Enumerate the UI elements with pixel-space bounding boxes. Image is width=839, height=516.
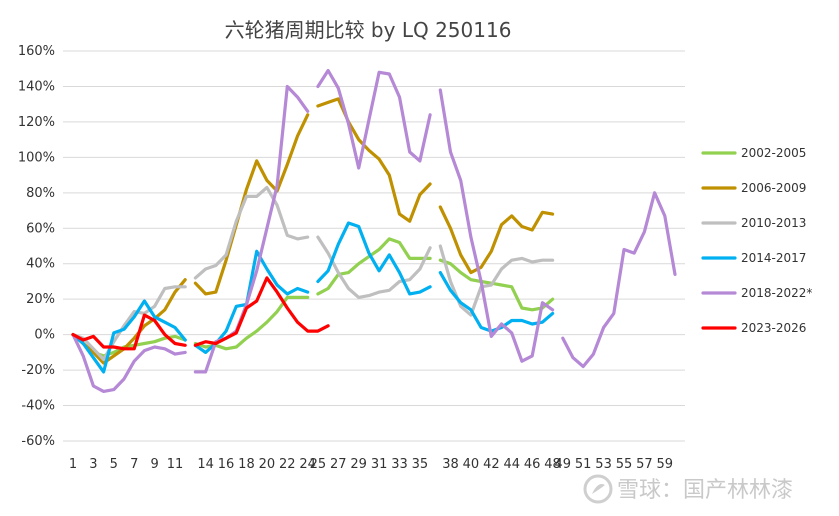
y-tick-label: 0% [34, 328, 55, 343]
x-tick-label: 1 [69, 457, 77, 472]
legend-item: 2006-2009 [701, 181, 806, 195]
series-2002-2005 [71, 237, 555, 358]
legend-item: 2023-2026 [701, 321, 806, 335]
x-tick-label: 27 [330, 457, 347, 472]
y-tick-label: -60% [21, 434, 55, 449]
y-tick-label: 60% [26, 221, 55, 236]
grid [63, 50, 685, 442]
series-line-segment [438, 205, 555, 275]
y-tick-label: 20% [26, 292, 55, 307]
legend-item: 2014-2017 [701, 251, 806, 265]
series-line-segment [316, 235, 432, 299]
legend-item: 2010-2013 [701, 216, 806, 230]
x-tick-label: 3 [89, 457, 97, 472]
series-line-segment [438, 258, 555, 312]
series-line-segment [316, 221, 432, 296]
series-line-segment [193, 113, 310, 296]
x-tick-label: 22 [279, 457, 296, 472]
legend-label: 2018-2022* [741, 286, 812, 300]
legend-label: 2014-2017 [741, 251, 806, 265]
watermark: 雪球：国产林林漆 [583, 474, 793, 504]
series-line-segment [316, 97, 432, 223]
x-tick-label: 24 [299, 457, 316, 472]
series-line-segment [193, 276, 330, 347]
x-tick-label: 57 [636, 457, 653, 472]
series-line-segment [561, 191, 677, 369]
series-2023-2026 [71, 276, 330, 351]
y-tick-label: 40% [26, 257, 55, 272]
x-tick-label: 25 [310, 457, 327, 472]
legend-label: 2023-2026 [741, 321, 806, 335]
x-tick-label: 49 [554, 457, 571, 472]
legend: 2002-2005 2006-2009 2010-2013 2014-2017 2018… [701, 146, 812, 335]
series-line-segment [193, 185, 310, 280]
x-tick-label: 53 [595, 457, 612, 472]
x-tick-label: 38 [442, 457, 459, 472]
x-tick-label: 18 [238, 457, 255, 472]
legend-item: 2002-2005 [701, 146, 806, 160]
x-tick-label: 40 [463, 457, 480, 472]
series-2018-2022* [71, 68, 677, 393]
x-tick-label: 20 [259, 457, 276, 472]
y-tick-label: 160% [18, 44, 55, 59]
x-tick-label: 46 [524, 457, 541, 472]
snowball-logo-icon [583, 474, 613, 504]
y-tick-label: 100% [18, 150, 55, 165]
series-line-segment [438, 244, 555, 317]
legend-label: 2002-2005 [741, 146, 806, 160]
legend-label: 2006-2009 [741, 181, 806, 195]
x-tick-label: 5 [110, 457, 118, 472]
series-line-segment [71, 333, 187, 393]
chart-title: 六轮猪周期比较 by LQ 250116 [225, 18, 512, 42]
y-tick-label: -20% [21, 363, 55, 378]
x-tick-label: 9 [150, 457, 158, 472]
x-tick-label: 31 [371, 457, 388, 472]
y-tick-label: -40% [21, 399, 55, 414]
x-tick-label: 33 [391, 457, 408, 472]
x-tick-label: 11 [167, 457, 184, 472]
y-tick-label: 140% [18, 79, 55, 94]
series-line-segment [71, 285, 187, 362]
x-tick-label: 55 [616, 457, 633, 472]
series-2006-2009 [71, 97, 555, 365]
series-line-segment [193, 84, 310, 374]
y-tick-label: 80% [26, 186, 55, 201]
x-tick-label: 44 [503, 457, 520, 472]
x-tick-label: 35 [412, 457, 429, 472]
x-tick-label: 42 [483, 457, 500, 472]
legend-item: 2018-2022* [701, 286, 812, 300]
series-line-segment [71, 313, 187, 351]
x-tick-label: 7 [130, 457, 138, 472]
x-tick-label: 29 [350, 457, 367, 472]
series-line-segment [71, 299, 187, 374]
series-line-segment [316, 237, 432, 296]
series-line-segment [71, 278, 187, 365]
x-tick-label: 59 [657, 457, 674, 472]
x-tick-label: 14 [197, 457, 214, 472]
y-tick-label: 120% [18, 115, 55, 130]
x-tick-label: 16 [218, 457, 235, 472]
series-lines [71, 68, 677, 393]
x-tick-label: 51 [575, 457, 592, 472]
series-line-segment [438, 88, 555, 363]
legend-label: 2010-2013 [741, 216, 806, 230]
series-line-segment [316, 68, 432, 170]
watermark-text: 雪球：国产林林漆 [617, 478, 793, 503]
y-axis-ticks: -60% -40% -20% 0% 20% 40% 60% 80% 100% 120% 140% 16… [18, 44, 55, 449]
x-tick-label: 48 [544, 457, 561, 472]
